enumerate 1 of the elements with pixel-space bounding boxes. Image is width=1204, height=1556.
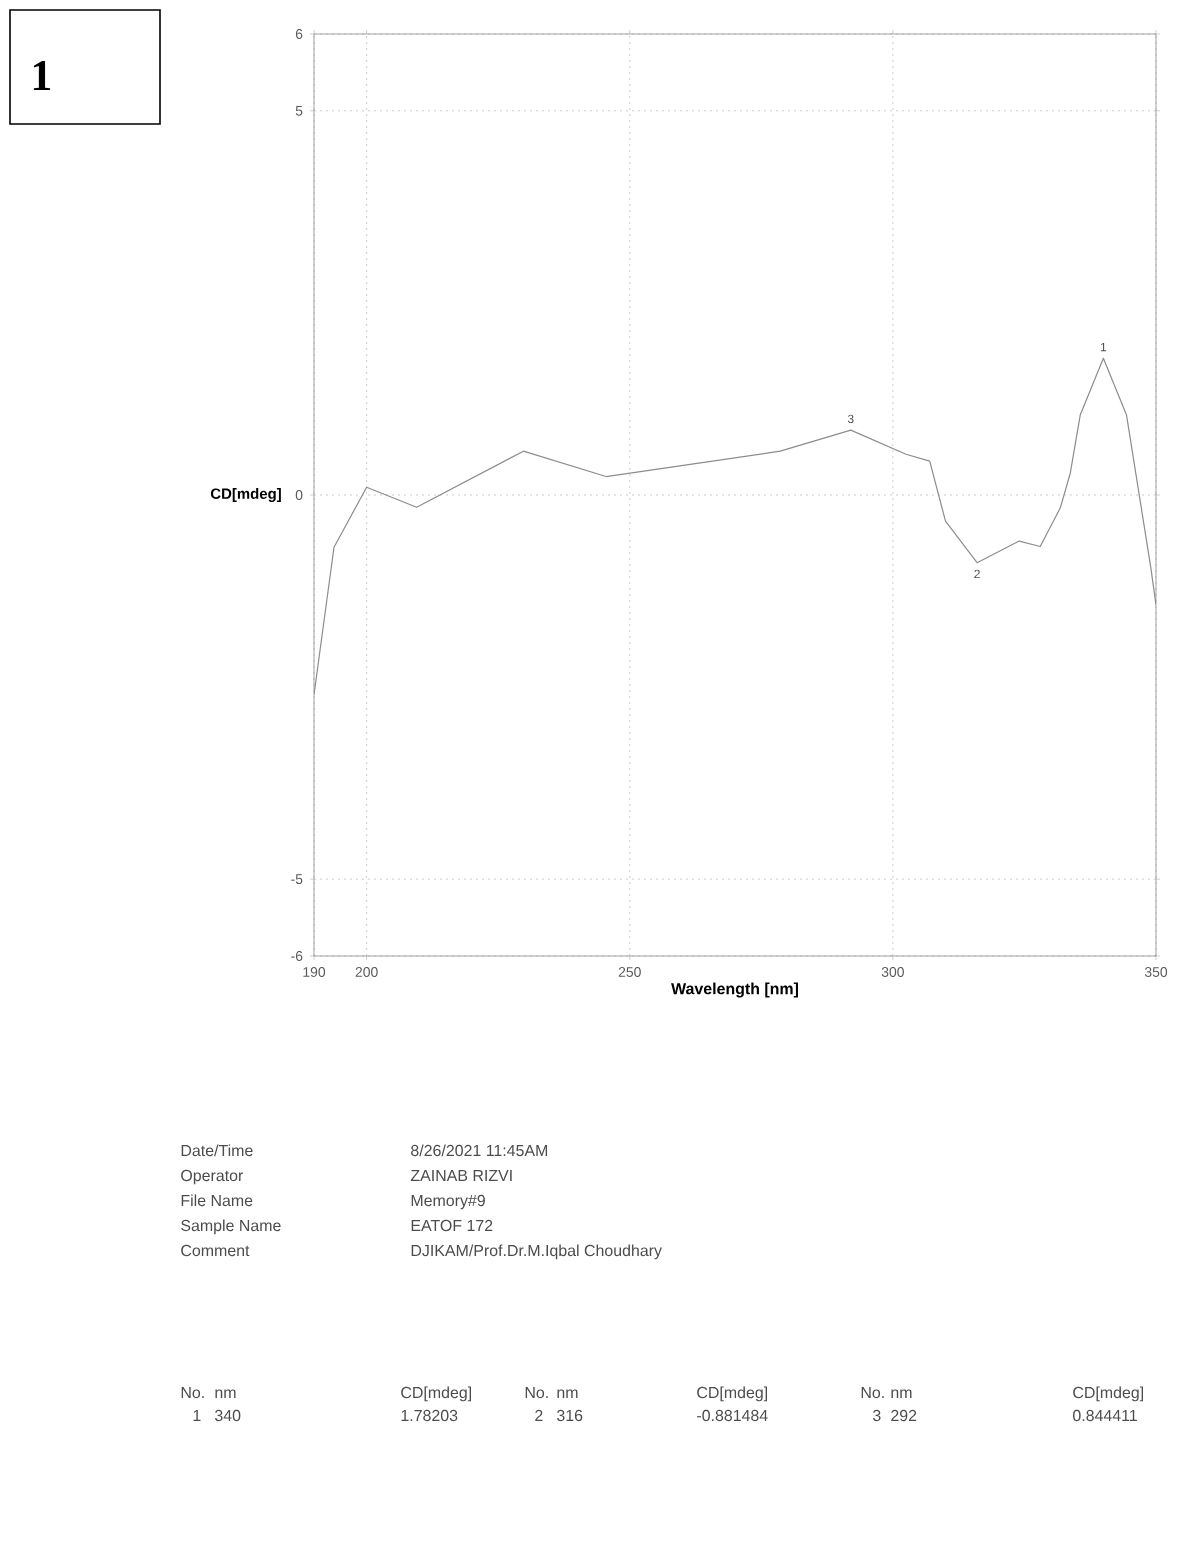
text: 1 [33,61,51,90]
